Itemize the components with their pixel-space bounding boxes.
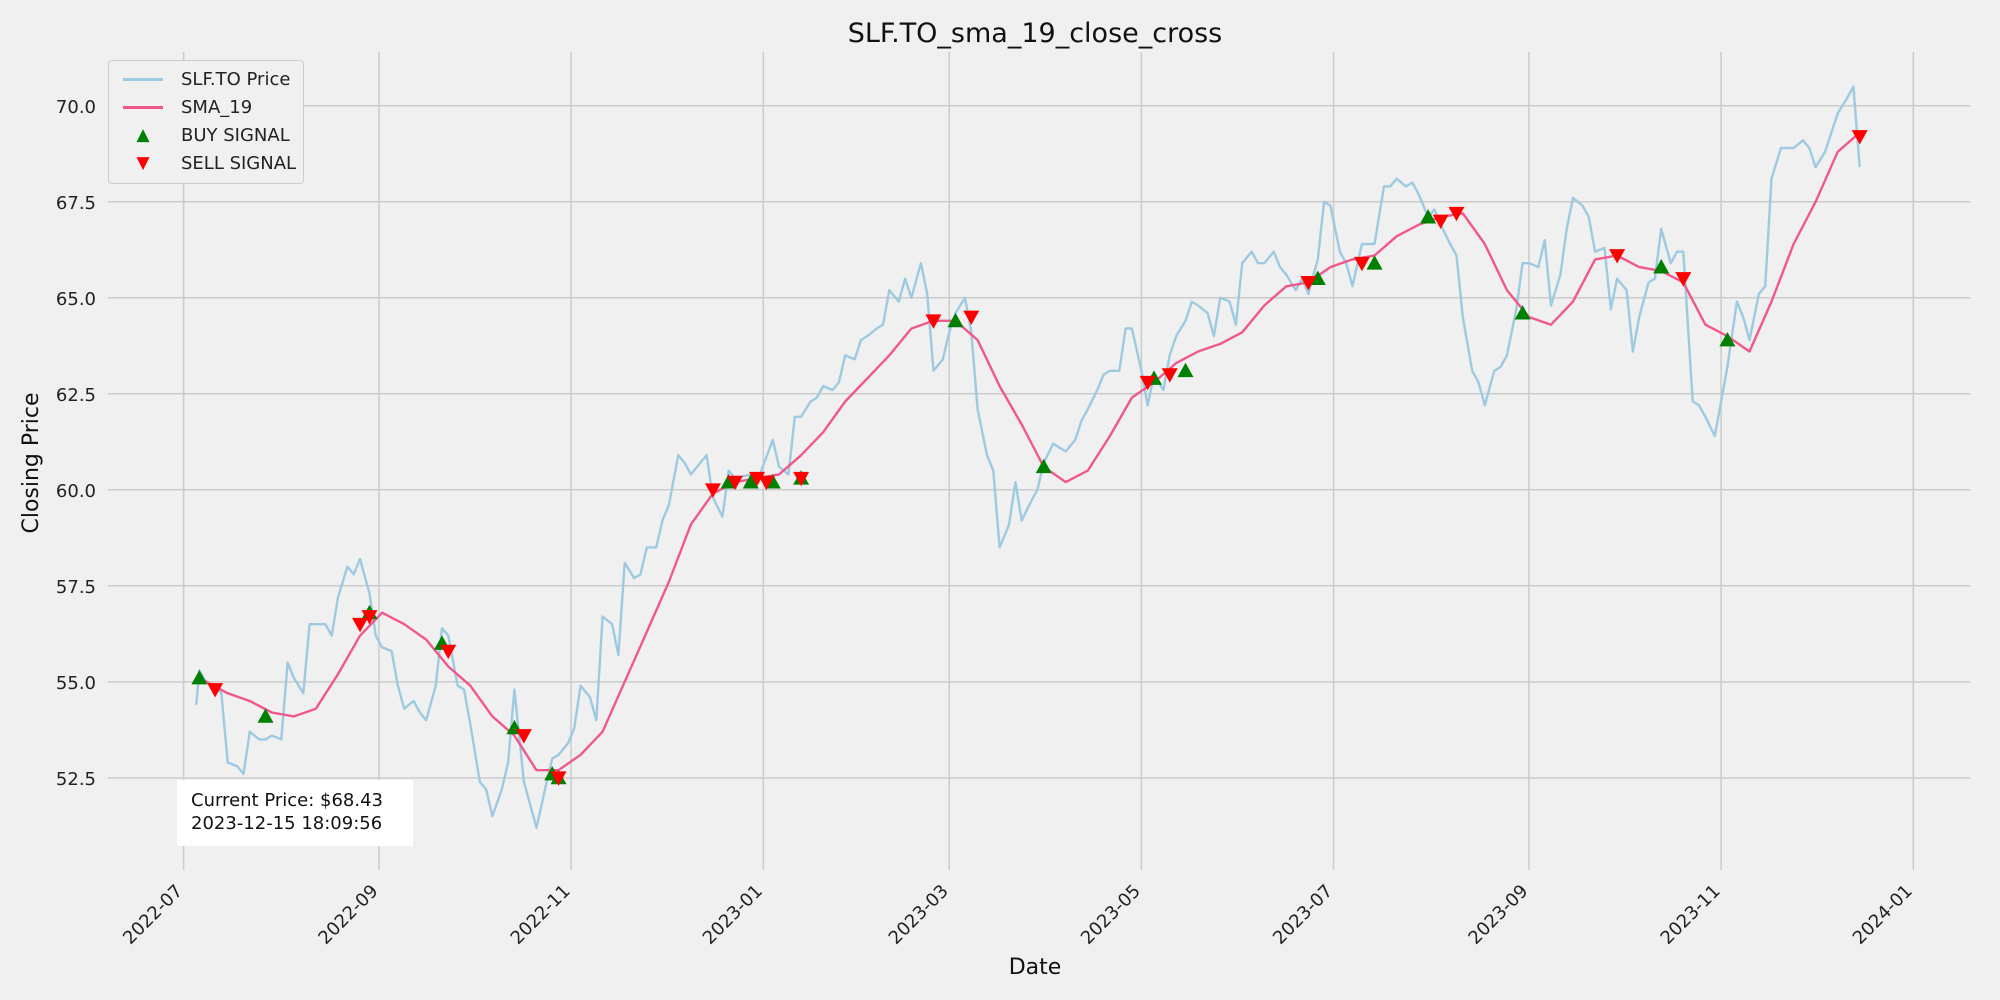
buy-signal-marker (742, 474, 759, 489)
current-price-box: Current Price: $68.43 2023-12-15 18:09:5… (177, 780, 413, 846)
chart-title: SLF.TO_sma_19_close_cross (848, 18, 1223, 49)
buy-signal-marker (1035, 458, 1052, 474)
x-tick-label: 2022-09 (314, 881, 382, 949)
x-tick-label: 2022-11 (507, 881, 575, 949)
sell-signal-marker (749, 471, 766, 487)
sell-signal-marker (1300, 276, 1317, 291)
legend: SLF.TO Price SMA_19 ▲ BUY SIGNAL ▼ SELL … (108, 60, 304, 184)
x-tick-label: 2023-05 (1077, 881, 1145, 949)
buy-signal-marker (257, 708, 274, 723)
price-series (195, 85, 1861, 829)
sell-signal-marker (1353, 256, 1370, 272)
sell-signal-marker (440, 644, 457, 660)
sell-signal-marker (1675, 272, 1692, 287)
sell-signal-marker (361, 610, 378, 625)
sma-series (198, 131, 1861, 772)
y-tick-label: 55.0 (56, 673, 96, 694)
sell-signal-marker (1448, 206, 1465, 222)
legend-item-sma: SMA_19 (123, 93, 252, 121)
buy-triangle-icon: ▲ (136, 124, 150, 145)
y-tick-label: 62.5 (56, 385, 96, 406)
x-tick-label: 2023-07 (1269, 881, 1337, 949)
y-tick-label: 52.5 (56, 769, 96, 790)
y-tick-label: 67.5 (56, 193, 96, 214)
sell-signal-marker (1432, 214, 1449, 229)
sell-signal-marker (1139, 375, 1156, 391)
buy-signal-marker (1177, 362, 1194, 378)
x-tick-label: 2023-11 (1657, 881, 1725, 949)
buy-signal-marker (191, 669, 208, 685)
signal-markers (191, 130, 1868, 786)
y-tick-label: 57.5 (56, 577, 96, 598)
legend-sell-label: SELL SIGNAL (181, 152, 297, 174)
sell-signal-marker (1851, 130, 1868, 145)
buy-signal-marker (947, 312, 964, 328)
legend-item-sell: ▼ SELL SIGNAL (123, 149, 296, 177)
y-axis-label: Closing Price (19, 392, 44, 533)
legend-buy-label: BUY SIGNAL (181, 124, 290, 146)
buy-signal-marker (1309, 270, 1326, 285)
buy-signal-marker (1719, 332, 1736, 347)
timestamp-text: 2023-12-15 18:09:56 (191, 813, 383, 834)
sma-line (198, 131, 1861, 772)
x-axis-label: Date (1009, 955, 1062, 980)
buy-signal-marker (1366, 255, 1383, 270)
sell-signal-marker (704, 483, 721, 498)
price-line (195, 85, 1861, 829)
legend-sma-swatch (123, 105, 163, 109)
grid (108, 52, 1970, 870)
x-tick-label: 2023-09 (1464, 881, 1532, 949)
x-tick-label: 2023-03 (885, 881, 953, 949)
buy-signal-marker (1653, 259, 1670, 274)
legend-price-swatch (123, 77, 163, 81)
legend-sma-label: SMA_19 (181, 96, 253, 118)
sell-signal-marker (352, 617, 369, 633)
sell-signal-marker (726, 475, 743, 491)
sell-signal-marker (793, 471, 810, 487)
legend-item-buy: ▲ BUY SIGNAL (123, 121, 290, 149)
x-tick-label: 2022-07 (119, 881, 187, 949)
sell-triangle-icon: ▼ (136, 152, 150, 173)
y-tick-label: 65.0 (56, 289, 96, 310)
sell-signal-marker (1161, 368, 1178, 383)
buy-signal-marker (1420, 209, 1437, 224)
legend-item-price: SLF.TO Price (123, 65, 290, 93)
sell-signal-marker (1609, 249, 1626, 264)
buy-signal-marker (1514, 305, 1531, 320)
current-price-text: Current Price: $68.43 (191, 790, 384, 811)
x-tick-label: 2024-01 (1849, 881, 1917, 949)
sell-signal-marker (963, 310, 980, 325)
sell-signal-marker (515, 729, 532, 744)
sell-signal-marker (925, 314, 942, 329)
y-tick-label: 60.0 (56, 481, 96, 502)
sell-signal-marker (758, 475, 775, 491)
legend-price-label: SLF.TO Price (181, 68, 291, 90)
y-tick-label: 70.0 (56, 97, 96, 118)
x-tick-label: 2023-01 (699, 881, 767, 949)
sell-signal-marker (550, 771, 567, 786)
sell-signal-marker (207, 683, 224, 698)
